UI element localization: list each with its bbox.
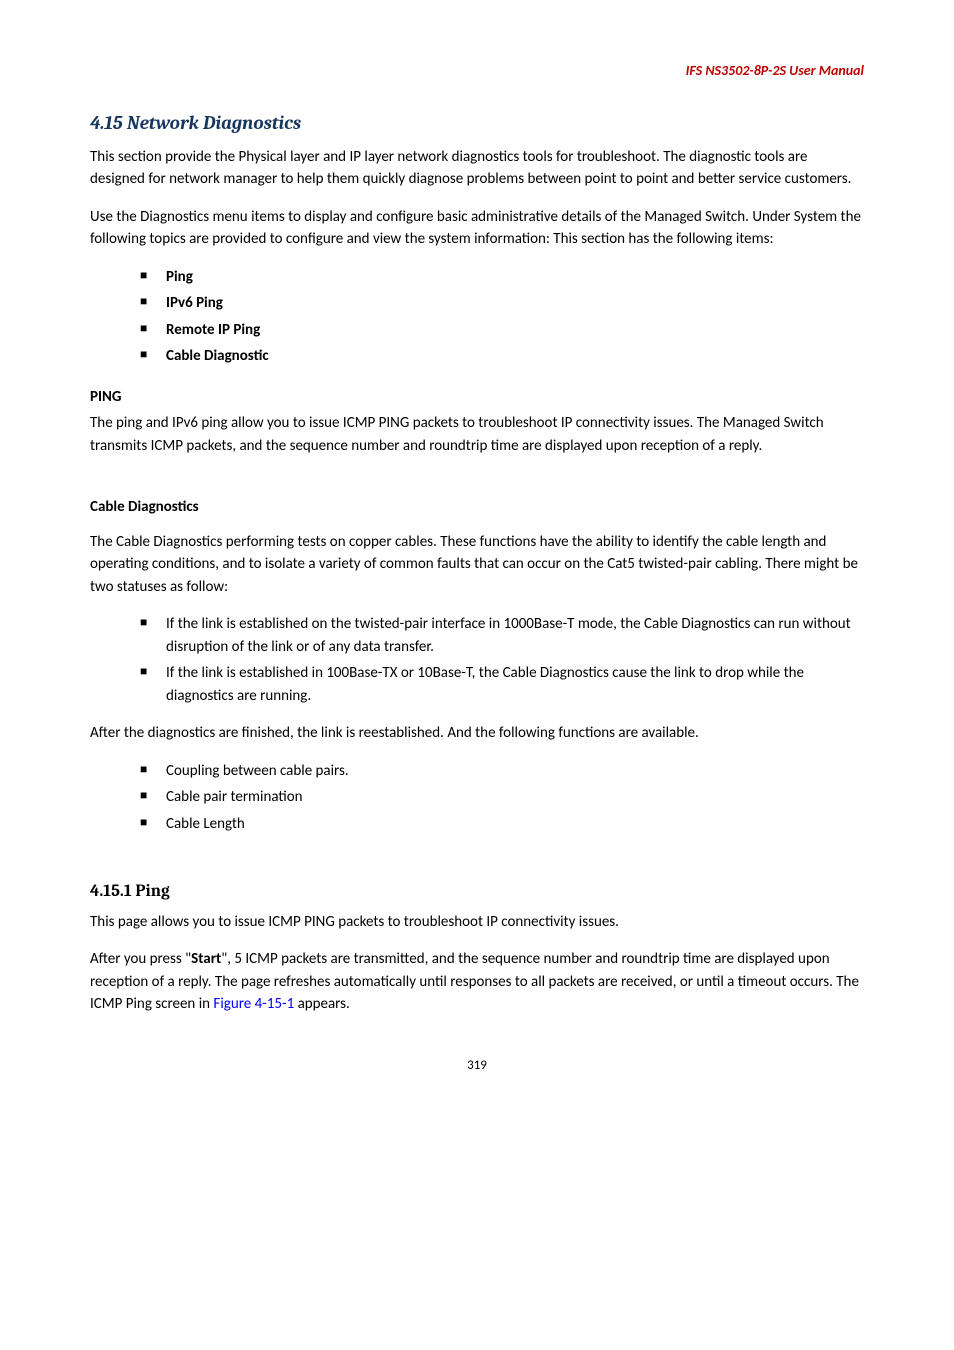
cable-para1: The Cable Diagnostics performing tests o…: [90, 531, 864, 599]
list-item: Cable Length: [140, 813, 864, 836]
cable-bullets1: If the link is established on the twiste…: [90, 613, 864, 707]
start-label: Start: [191, 950, 221, 968]
section-4-15-1-para2: After you press "Start", 5 ICMP packets …: [90, 948, 864, 1016]
list-item: Remote IP Ping: [140, 319, 864, 342]
section-title-4-15: 4.15 Network Diagnostics: [90, 109, 864, 138]
list-item: IPv6 Ping: [140, 292, 864, 315]
item-label: Remote IP Ping: [166, 321, 260, 339]
para2-post: appears.: [294, 995, 350, 1013]
list-item: Cable Diagnostic: [140, 345, 864, 368]
page-number: 319: [90, 1056, 864, 1076]
section-4-15-items-list: Ping IPv6 Ping Remote IP Ping Cable Diag…: [90, 266, 864, 368]
figure-reference-link[interactable]: Figure 4-15-1: [213, 995, 294, 1013]
item-label: Ping: [166, 268, 193, 286]
item-label: IPv6 Ping: [166, 294, 223, 312]
para2-pre: After you press ": [90, 950, 191, 968]
ping-heading: PING: [90, 386, 864, 409]
list-item: Cable pair termination: [140, 786, 864, 809]
section-title-4-15-1: 4.15.1 Ping: [90, 879, 864, 905]
ping-para: The ping and IPv6 ping allow you to issu…: [90, 412, 864, 457]
cable-bullets2: Coupling between cable pairs. Cable pair…: [90, 760, 864, 836]
section-4-15-1-para1: This page allows you to issue ICMP PING …: [90, 911, 864, 934]
section-4-15-para2: Use the Diagnostics menu items to displa…: [90, 206, 864, 251]
list-item: Coupling between cable pairs.: [140, 760, 864, 783]
list-item: If the link is established in 100Base-TX…: [140, 662, 864, 707]
list-item: If the link is established on the twiste…: [140, 613, 864, 658]
cable-para2: After the diagnostics are finished, the …: [90, 722, 864, 745]
cable-heading: Cable Diagnostics: [90, 496, 864, 519]
list-item: Ping: [140, 266, 864, 289]
item-label: Cable Diagnostic: [166, 347, 269, 365]
manual-header: IFS NS3502-8P-2S User Manual: [90, 60, 864, 81]
section-4-15-para1: This section provide the Physical layer …: [90, 146, 864, 191]
